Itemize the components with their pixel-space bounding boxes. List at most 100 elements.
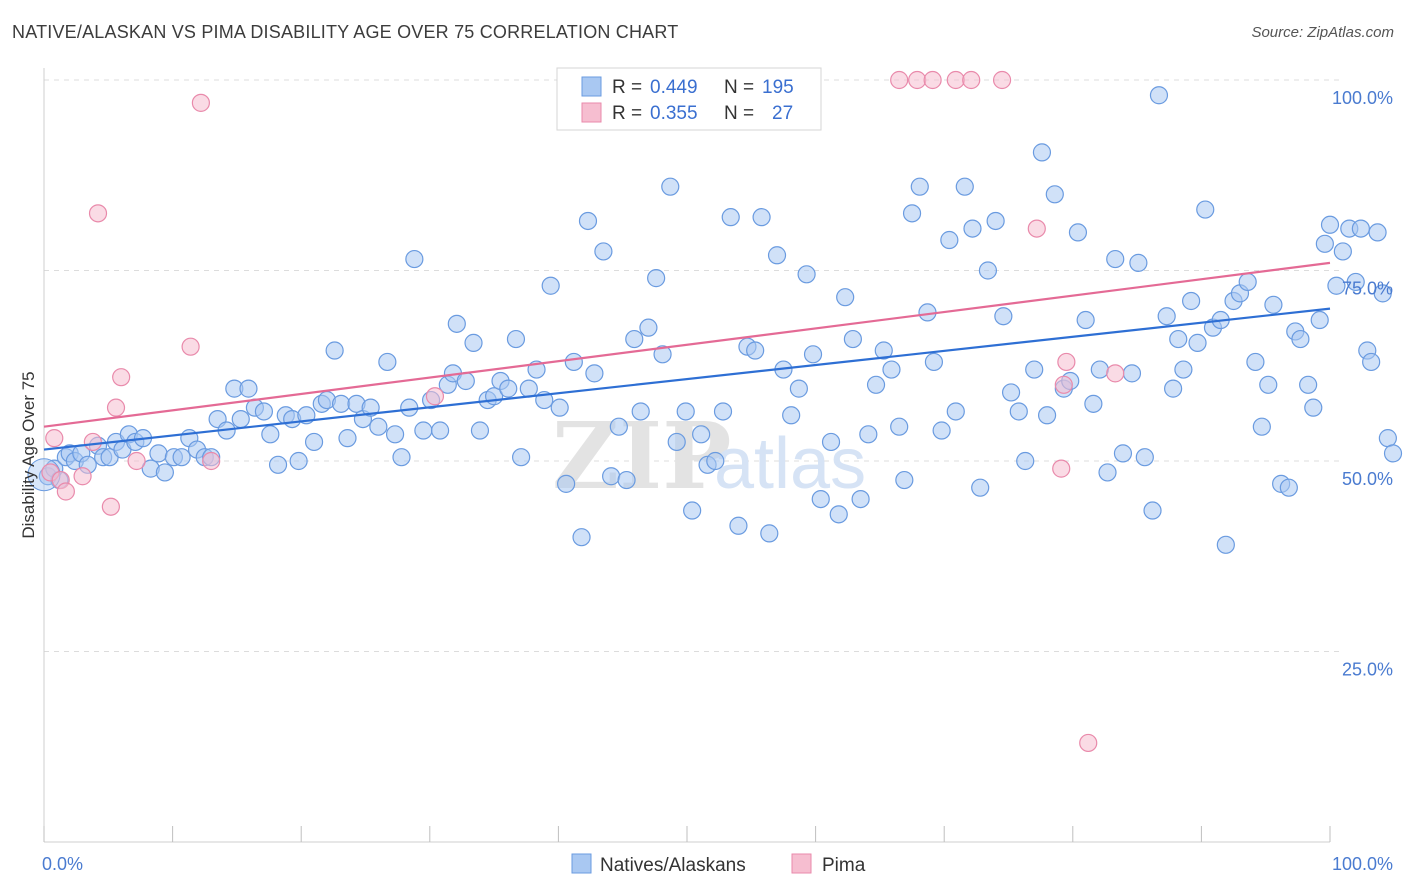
natives-point-131: [994, 307, 1013, 326]
trend-lines: [43, 261, 1331, 451]
pima-point-16: [908, 70, 927, 90]
natives-point-20: [172, 448, 191, 467]
natives-point-136: [1032, 143, 1052, 162]
natives-point-67: [512, 448, 531, 467]
natives-point-157: [1182, 291, 1201, 311]
pima-point-1: [45, 429, 64, 448]
natives-point-122: [924, 352, 944, 372]
natives-point-71: [541, 276, 560, 295]
natives-point-88: [667, 432, 686, 452]
natives-point-153: [1157, 307, 1176, 326]
natives-point-58: [447, 314, 466, 333]
natives-point-68: [519, 379, 538, 398]
natives-point-156: [1174, 360, 1193, 379]
y-tick-label-25: 25.0%: [1342, 660, 1393, 680]
natives-point-158: [1188, 333, 1207, 352]
natives-point-93: [706, 451, 725, 471]
pima-point-20: [992, 70, 1012, 90]
natives-point-114: [866, 375, 886, 394]
legend-item-pima-swatch: [791, 853, 812, 874]
legend-item-natives-swatch: [571, 853, 592, 874]
natives-point-48: [378, 352, 397, 372]
natives-point-59: [456, 371, 475, 391]
natives-point-28: [231, 409, 250, 429]
pima-point-18: [946, 70, 965, 90]
natives-point-84: [639, 318, 658, 337]
natives-point-120: [910, 177, 929, 196]
natives-point-41: [325, 341, 344, 360]
natives-point-155: [1169, 329, 1188, 349]
natives-point-119: [902, 204, 922, 223]
pima-point-22: [1057, 352, 1076, 372]
legend-n-value-1: 195: [762, 77, 794, 98]
natives-point-43: [338, 429, 357, 448]
natives-point-90: [683, 501, 702, 520]
natives-point-111: [843, 329, 862, 349]
natives-point-185: [1362, 352, 1381, 372]
natives-point-151: [1143, 501, 1162, 520]
natives-point-168: [1259, 375, 1278, 394]
natives-point-89: [676, 402, 695, 421]
natives-point-79: [602, 467, 621, 486]
natives-point-116: [882, 360, 901, 379]
pima-point-23: [1054, 375, 1073, 394]
natives-point-53: [414, 421, 433, 440]
natives-point-82: [625, 329, 644, 349]
natives-point-188: [1378, 429, 1397, 448]
chart-title: NATIVE/ALASKAN VS PIMA DISABILITY AGE OV…: [12, 22, 679, 42]
natives-point-86: [653, 345, 672, 364]
natives-point-154: [1164, 379, 1183, 398]
natives-point-72: [550, 398, 569, 417]
natives-point-74: [564, 352, 583, 372]
grid-lines: [44, 79, 1342, 652]
natives-point-104: [789, 379, 808, 398]
natives-point-103: [782, 406, 801, 425]
natives-point-101: [767, 246, 787, 265]
natives-point-137: [1037, 406, 1057, 425]
natives-point-141: [1068, 223, 1088, 242]
pima-point-15: [890, 70, 909, 90]
natives-point-133: [1009, 402, 1028, 421]
natives-point-159: [1196, 200, 1215, 219]
natives-point-18: [155, 463, 174, 482]
legend-swatch-blue: [581, 76, 602, 97]
natives-point-147: [1113, 444, 1133, 463]
natives-point-108: [821, 432, 841, 452]
natives-point-100: [760, 524, 779, 543]
natives-point-124: [940, 230, 959, 250]
y-tick-label-50: 50.0%: [1342, 469, 1393, 489]
legend-item-pima: Pima: [822, 855, 866, 876]
legend-r-value-1: 0.449: [650, 77, 698, 98]
natives-point-176: [1310, 310, 1329, 330]
pima-point-6: [83, 432, 102, 452]
natives-point-109: [829, 505, 848, 524]
legend-r-label-2: R =: [612, 103, 642, 124]
natives-point-177: [1315, 234, 1334, 253]
natives-point-173: [1291, 329, 1310, 349]
natives-point-83: [631, 402, 650, 421]
series-natives-points: [27, 86, 1403, 554]
natives-point-150: [1135, 448, 1154, 467]
watermark-atlas: atlas: [714, 424, 866, 504]
natives-point-31: [254, 402, 274, 421]
natives-trend-line: [43, 307, 1331, 451]
natives-point-123: [932, 421, 951, 440]
natives-point-60: [464, 333, 483, 352]
natives-point-38: [304, 432, 324, 452]
pima-point-19: [962, 70, 981, 90]
pima-point-4: [73, 467, 92, 486]
natives-point-78: [594, 242, 613, 261]
natives-point-98: [746, 341, 765, 360]
pima-point-9: [106, 398, 126, 417]
natives-point-138: [1045, 185, 1064, 204]
natives-point-52: [405, 249, 424, 269]
natives-point-85: [647, 269, 666, 288]
natives-point-183: [1351, 219, 1370, 238]
natives-point-75: [572, 528, 591, 547]
y-axis-title: Disability Age Over 75: [19, 371, 38, 538]
pima-point-21: [1027, 219, 1046, 238]
natives-point-17: [149, 444, 168, 463]
pima-point-25: [1106, 364, 1125, 383]
natives-point-42: [331, 394, 351, 413]
pima-point-8: [112, 368, 131, 387]
